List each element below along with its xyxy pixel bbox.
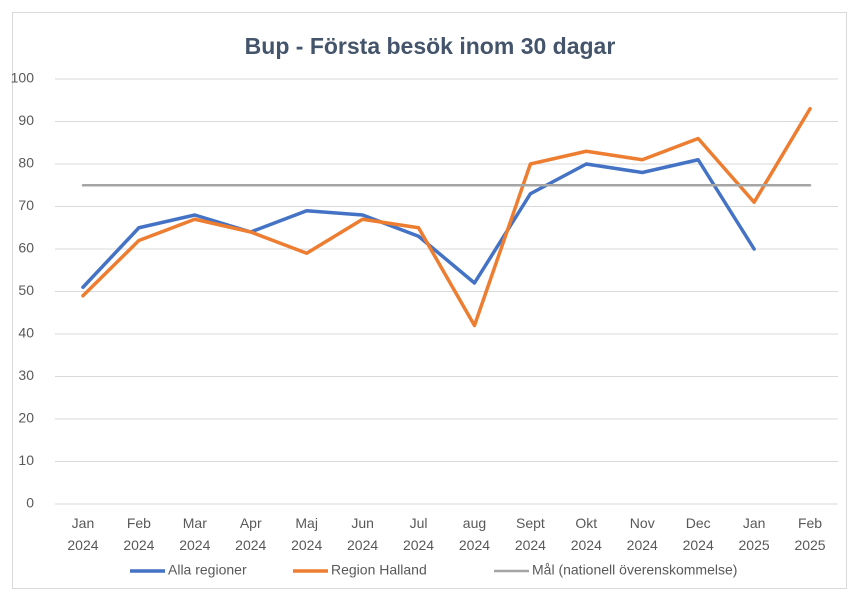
y-tick-label: 10 [18, 452, 34, 468]
legend-label: Mål (nationell överenskommelse) [532, 562, 737, 578]
y-tick-label: 20 [18, 410, 34, 426]
y-tick-label: 50 [18, 282, 34, 298]
x-tick-label: Mar 2024 [179, 515, 210, 553]
x-tick-label: Jan 2024 [67, 515, 98, 553]
y-tick-label: 0 [26, 495, 34, 511]
chart-title: Bup - Första besök inom 30 dagar [245, 33, 616, 59]
x-tick-label: aug 2024 [459, 515, 490, 553]
y-tick-label: 60 [18, 240, 34, 256]
x-tick-label: Jan 2025 [739, 515, 770, 553]
y-tick-label: 70 [18, 197, 34, 213]
x-tick-label: Okt 2024 [571, 515, 602, 553]
y-tick-label: 40 [18, 325, 34, 341]
x-tick-label: Apr 2024 [235, 515, 266, 553]
x-tick-label: Feb 2025 [794, 515, 825, 553]
x-tick-label: Nov 2024 [627, 515, 658, 553]
x-tick-label: Jul 2024 [403, 515, 434, 553]
y-tick-label: 90 [18, 112, 34, 128]
series-line [81, 158, 756, 289]
y-tick-label: 30 [18, 367, 34, 383]
x-tick-label: Sept 2024 [515, 515, 546, 553]
chart-frame [12, 12, 847, 589]
y-tick-label: 80 [18, 155, 34, 171]
x-tick-label: Maj 2024 [291, 515, 322, 553]
x-tick-label: Feb 2024 [123, 515, 154, 553]
x-tick-label: Jun 2024 [347, 515, 378, 553]
legend-label: Alla regioner [168, 562, 247, 578]
series-line [81, 107, 812, 328]
legend-label: Region Halland [331, 562, 427, 578]
x-tick-label: Dec 2024 [683, 515, 714, 553]
y-tick-label: 100 [11, 70, 35, 86]
